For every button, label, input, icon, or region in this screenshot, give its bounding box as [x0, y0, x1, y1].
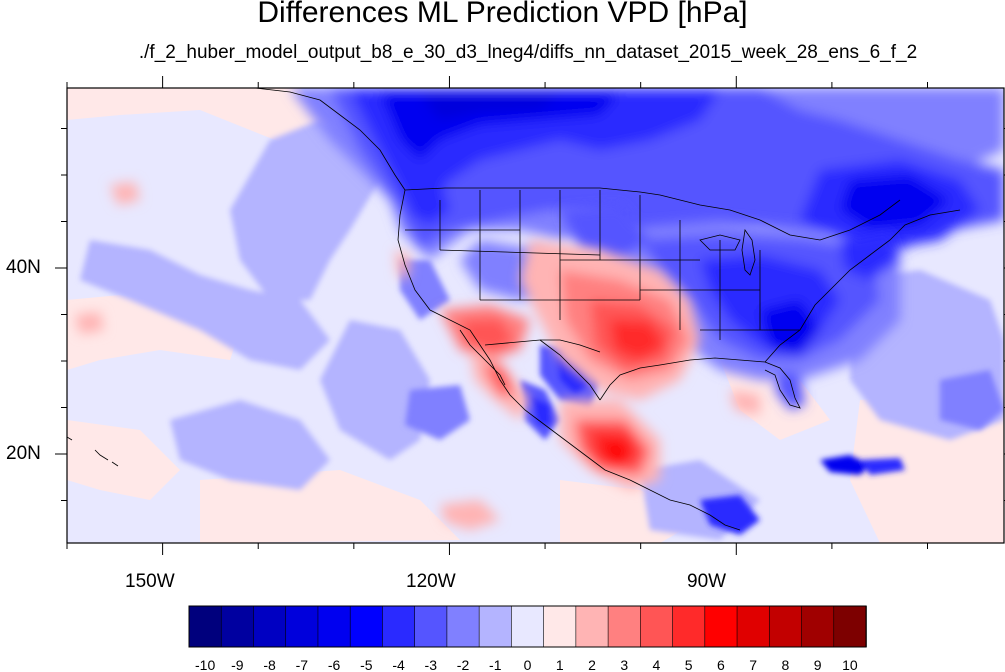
colorbar-tick-label: -10: [195, 657, 215, 672]
colorbar-swatch: [640, 605, 674, 648]
colorbar-swatch: [511, 605, 545, 648]
coastlines-and-borders: [67, 88, 961, 531]
colorbar-swatch: [414, 605, 448, 648]
colorbar-swatch: [575, 605, 609, 648]
colorbar-swatch: [317, 605, 351, 648]
colorbar-tick-label: -2: [457, 657, 470, 672]
lon-label-90w: 90W: [687, 571, 727, 592]
colorbar-swatch: [349, 605, 384, 648]
colorbar-swatch: [478, 605, 513, 648]
colorbar-swatch: [382, 605, 416, 648]
colorbar-swatch: [833, 605, 867, 648]
lon-label-150w: 150W: [125, 571, 175, 592]
colorbar-tick-label: 1: [556, 657, 564, 672]
colorbar-swatch: [672, 605, 706, 648]
colorbar: -10 -9 -8 -7 -6 -5 -4 -3 -2 -1 0 1 2 3 4 5 6 7 8 9 10: [188, 605, 867, 672]
colorbar-swatch: [188, 605, 223, 648]
colorbar-swatch: [285, 605, 319, 648]
colorbar-frame: [188, 605, 867, 648]
colorbar-swatch: [220, 605, 255, 648]
map-title: Differences ML Prediction VPD [hPa]: [257, 0, 748, 29]
colorbar-tick-label: 7: [749, 657, 757, 672]
colorbar-swatch: [704, 605, 738, 648]
colorbar-tick-label: 2: [588, 657, 596, 672]
colorbar-tick-label: 9: [814, 657, 822, 672]
colorbar-swatch: [736, 605, 771, 648]
colorbar-tick-label: 3: [620, 657, 628, 672]
colorbar-tick-label: 8: [782, 657, 790, 672]
lon-label-120w: 120W: [406, 571, 456, 592]
canada-negative-band: [290, 88, 1004, 260]
colorbar-tick-label: -7: [296, 657, 309, 672]
colorbar-swatch: [543, 605, 577, 648]
colorbar-tick-label: 0: [524, 657, 532, 672]
map-subtitle: ./f_2_huber_model_output_b8_e_30_d3_lneg…: [138, 42, 918, 63]
colorbar-tick-label: 5: [685, 657, 693, 672]
colorbar-tick-label: -9: [231, 657, 244, 672]
colorbar-swatch: [253, 605, 287, 648]
colorbar-swatch: [607, 605, 642, 648]
lat-label-40n: 40N: [6, 257, 41, 278]
colorbar-tick-label: -1: [489, 657, 502, 672]
colorbar-tick-label: -3: [425, 657, 438, 672]
colorbar-swatch: [768, 605, 803, 648]
colorbar-tick-label: -4: [392, 657, 405, 672]
colorbar-swatch: [801, 605, 835, 648]
colorbar-tick-label: 4: [653, 657, 661, 672]
colorbar-tick-label: 6: [717, 657, 725, 672]
colorbar-tick-label: 10: [842, 657, 858, 672]
colorbar-tick-label: -5: [360, 657, 373, 672]
colorbar-tick-label: -6: [328, 657, 341, 672]
field-layer: [67, 88, 1004, 543]
colorbar-tick-label: -8: [263, 657, 276, 672]
axis-ticks: [55, 76, 1005, 555]
lat-label-20n: 20N: [6, 443, 41, 464]
plot-frame: [66, 87, 1005, 544]
colorbar-swatch: [446, 605, 480, 648]
